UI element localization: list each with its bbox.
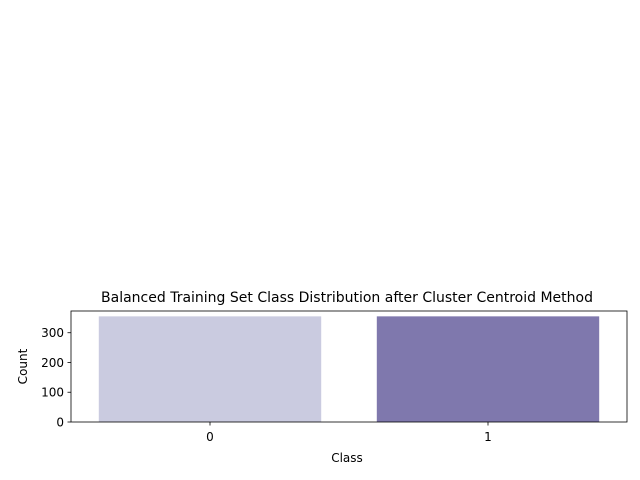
bar-class-1 [376, 316, 600, 422]
x-tick-label: 0 [206, 430, 214, 444]
y-tick-label: 100 [41, 386, 64, 400]
plot-frame [70, 310, 628, 423]
chart-title: Balanced Training Set Class Distribution… [101, 290, 593, 306]
y-tick-label: 200 [41, 356, 64, 370]
x-tick-label: 1 [484, 430, 492, 444]
y-tick-label: 300 [41, 326, 64, 340]
bar-class-0 [98, 316, 322, 422]
y-tick-label: 0 [56, 415, 64, 429]
x-axis-label: Class [331, 451, 363, 465]
y-axis-label: Count [16, 348, 30, 384]
